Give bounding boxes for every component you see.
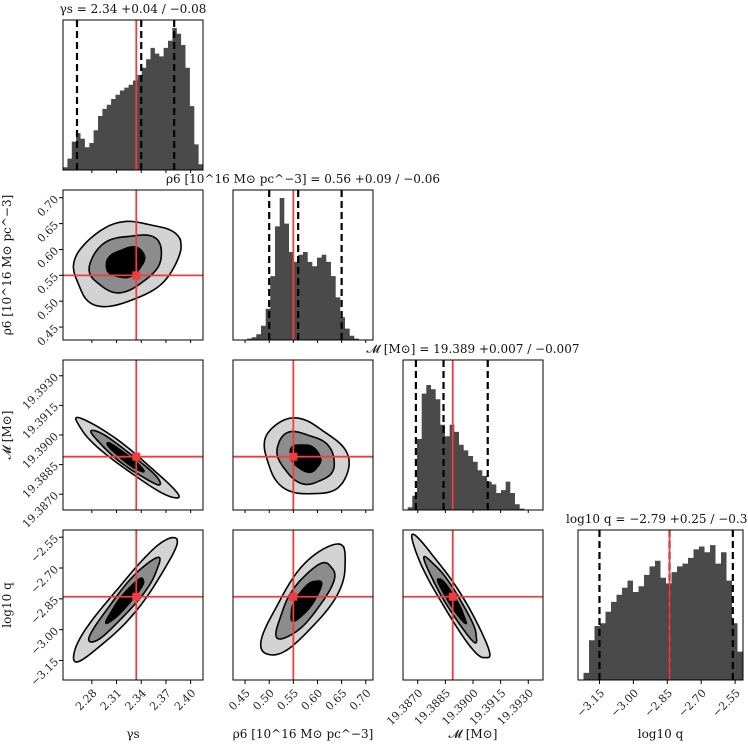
contour-group-0-1 (72, 220, 182, 308)
ytick-label-rho-0: 0.45 (35, 322, 62, 349)
hist-mchirp (403, 385, 543, 510)
contour-panel-rho-logq (232, 529, 374, 681)
yaxis-label-mchirp: 𝓜 [M⊙] (0, 411, 14, 460)
xtick-label-gamma-4: 2.40 (172, 687, 199, 714)
ytick-label-rho-1: 0.50 (35, 296, 62, 323)
contour-frame-0-1 (62, 189, 204, 341)
hist-panel-gamma (62, 19, 204, 171)
xaxis-label-rho: ρ6 [10^16 M⊙ pc^−3] (233, 727, 374, 741)
contour-group-1-2 (263, 417, 350, 495)
contour-panel-gamma-logq (62, 529, 204, 681)
hist-gamma (63, 28, 203, 170)
contour-panel-gamma-mchirp (62, 359, 204, 511)
hist-panel-mchirp (402, 359, 544, 511)
contour-frame-0-2 (62, 359, 204, 511)
hist-title-gamma: γs = 2.34 +0.04 / −0.08 (60, 2, 207, 16)
xtick-label-gamma-2: 2.34 (122, 687, 149, 714)
xtick-label-logq-0: −3.15 (574, 687, 607, 720)
contour-group-0-3 (72, 536, 179, 663)
ytick-label-logq-4: −2.55 (28, 532, 61, 565)
ytick-label-rho-4: 0.65 (35, 219, 62, 246)
contour-group-0-2 (75, 416, 180, 499)
hist-frame-gamma (62, 19, 204, 171)
ytick-label-rho-3: 0.60 (35, 245, 62, 272)
xtick-label-rho-2: 0.55 (275, 687, 302, 714)
xtick-label-rho-5: 0.70 (347, 687, 374, 714)
xtick-label-logq-3: −2.70 (676, 687, 709, 720)
contour-group-1-3 (259, 543, 347, 656)
hist-panel-rho (232, 189, 374, 341)
ytick-label-rho-5: 0.70 (35, 193, 62, 220)
contour-panel-gamma-rho (62, 189, 204, 341)
hist-frame-logq (577, 529, 744, 681)
xtick-label-gamma-0: 2.28 (73, 687, 100, 714)
ytick-label-logq-3: −2.70 (28, 563, 61, 596)
xtick-label-logq-1: −3.00 (608, 687, 641, 720)
contour-level-2-gamma-rho (105, 246, 146, 279)
truth-marker-0-3 (132, 592, 141, 601)
contour-frame-0-3 (62, 529, 204, 681)
contour-panel-mchirp-logq (402, 529, 544, 681)
contour-level-2-rho-mchirp (289, 444, 322, 474)
xaxis-label-gamma: γs (126, 727, 139, 741)
contour-panel-rho-mchirp (232, 359, 374, 511)
xtick-label-rho-3: 0.60 (299, 687, 326, 714)
xtick-label-logq-4: −2.55 (710, 687, 743, 720)
yaxis-label-logq: log10 q (0, 582, 14, 628)
xaxis-label-mchirp: 𝓜 [M⊙] (449, 727, 498, 741)
truth-marker-2-3 (448, 592, 457, 601)
truth-marker-0-2 (132, 452, 141, 461)
hist-title-mchirp: 𝓜 [M⊙] = 19.389 +0.007 / −0.007 (367, 342, 580, 356)
hist-title-logq: log10 q = −2.79 +0.25 / −0.36 (566, 512, 748, 526)
truth-marker-1-3 (289, 592, 298, 601)
hist-rho (233, 198, 373, 340)
hist-panel-logq (577, 529, 744, 681)
xaxis-label-logq: log10 q (638, 727, 684, 741)
xtick-label-gamma-3: 2.37 (147, 687, 174, 714)
ytick-label-logq-2: −2.85 (28, 594, 61, 627)
hist-title-rho: ρ6 [10^16 M⊙ pc^−3] = 0.56 +0.09 / −0.06 (166, 172, 440, 186)
truth-marker-0-1 (132, 271, 141, 280)
xtick-label-logq-2: −2.85 (642, 687, 675, 720)
contour-frame-1-3 (232, 529, 374, 681)
xtick-label-gamma-1: 2.31 (98, 687, 125, 714)
xtick-label-rho-1: 0.50 (250, 687, 277, 714)
xtick-label-rho-0: 0.45 (226, 687, 253, 714)
truth-marker-1-2 (289, 452, 298, 461)
ytick-label-logq-0: −3.15 (28, 656, 61, 689)
yaxis-label-rho: ρ6 [10^16 M⊙ pc^−3] (0, 195, 14, 336)
hist-frame-rho (232, 189, 374, 341)
hist-logq (578, 545, 743, 680)
ytick-label-rho-2: 0.55 (35, 270, 62, 297)
ytick-label-logq-1: −3.00 (28, 625, 61, 658)
contour-frame-1-2 (232, 359, 374, 511)
xtick-label-rho-4: 0.65 (323, 687, 350, 714)
